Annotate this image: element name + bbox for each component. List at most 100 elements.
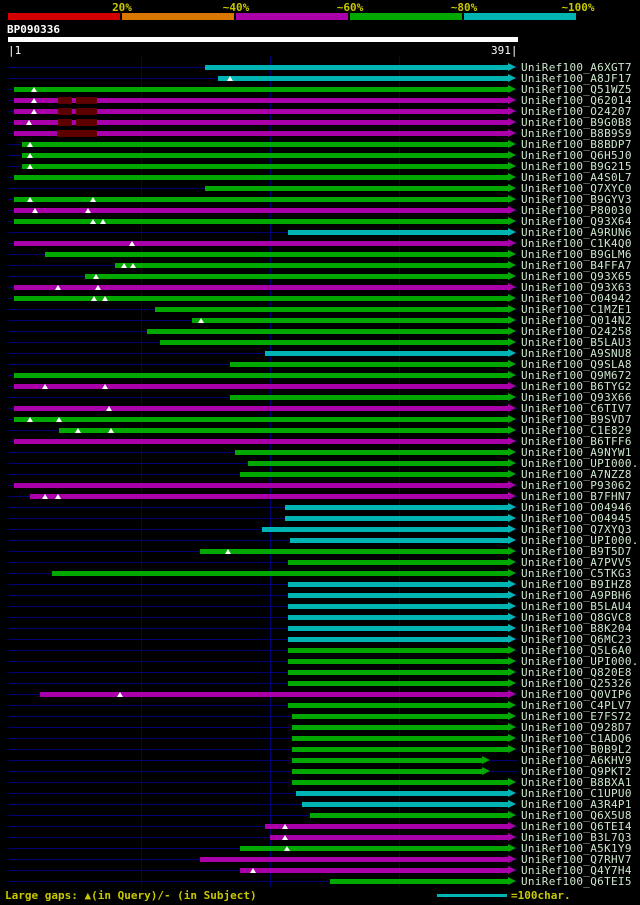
hit-bar[interactable] <box>269 835 509 840</box>
hit-bar[interactable] <box>14 131 509 136</box>
hit-bar[interactable] <box>287 637 509 642</box>
hit-bar[interactable] <box>291 747 509 752</box>
hit-label[interactable]: UniRef100_A9NYW1 <box>521 446 632 459</box>
hit-bar[interactable] <box>287 648 509 653</box>
hit-label[interactable]: UniRef100_Q9PKT2 <box>521 765 632 778</box>
hit-label[interactable]: UniRef100_P93062 <box>521 479 632 492</box>
hit-label[interactable]: UniRef100_B9GLM6 <box>521 248 632 261</box>
hit-label[interactable]: UniRef100_A9RUN6 <box>521 226 632 239</box>
hit-label[interactable]: UniRef100_O24207 <box>521 105 632 118</box>
hit-label[interactable]: UniRef100_Q93X65 <box>521 270 632 283</box>
hit-label[interactable]: UniRef100_Q6X5U8 <box>521 809 632 822</box>
hit-label[interactable]: UniRef100_Q4Y7H4 <box>521 864 632 877</box>
hit-label[interactable]: UniRef100_O04946 <box>521 501 632 514</box>
hit-label[interactable]: UniRef100_A7PVV5 <box>521 556 632 569</box>
hit-bar[interactable] <box>14 417 509 422</box>
hit-label[interactable]: UniRef100_B8BDP7 <box>521 138 632 151</box>
hit-bar[interactable] <box>14 373 509 378</box>
hit-label[interactable]: UniRef100_E7FS72 <box>521 710 632 723</box>
hit-bar[interactable] <box>14 483 509 488</box>
hit-bar[interactable] <box>330 879 509 884</box>
hit-bar[interactable] <box>287 626 509 631</box>
hit-bar[interactable] <box>14 439 509 444</box>
hit-label[interactable]: UniRef100_C4PLV7 <box>521 699 632 712</box>
hit-label[interactable]: UniRef100_Q25326 <box>521 677 632 690</box>
hit-bar[interactable] <box>287 659 509 664</box>
hit-bar[interactable] <box>14 285 509 290</box>
hit-label[interactable]: UniRef100_O04945 <box>521 512 632 525</box>
hit-label[interactable]: UniRef100_A8JF17 <box>521 72 632 85</box>
hit-bar[interactable] <box>14 109 509 114</box>
hit-bar[interactable] <box>264 351 509 356</box>
hit-label[interactable]: UniRef100_Q93X66 <box>521 391 632 404</box>
hit-bar[interactable] <box>285 516 509 521</box>
hit-label[interactable]: UniRef100_A3R4P1 <box>521 798 632 811</box>
hit-label[interactable]: UniRef100_C1E829 <box>521 424 632 437</box>
hit-label[interactable]: UniRef100_B3L7Q3 <box>521 831 632 844</box>
hit-bar[interactable] <box>14 219 509 224</box>
hit-bar[interactable] <box>287 593 509 598</box>
hit-label[interactable]: UniRef100_Q7XYC0 <box>521 182 632 195</box>
hit-bar[interactable] <box>22 142 509 147</box>
hit-label[interactable]: UniRef100_O04942 <box>521 292 632 305</box>
hit-label[interactable]: UniRef100_Q7XYQ3 <box>521 523 632 536</box>
hit-bar[interactable] <box>291 758 483 763</box>
hit-label[interactable]: UniRef100_Q93X64 <box>521 215 632 228</box>
hit-bar[interactable] <box>240 846 509 851</box>
hit-label[interactable]: UniRef100_B5LAU4 <box>521 600 632 613</box>
hit-label[interactable]: UniRef100_Q928D7 <box>521 721 632 734</box>
hit-label[interactable]: UniRef100_B7FHN7 <box>521 490 632 503</box>
hit-bar[interactable] <box>14 98 509 103</box>
hit-bar[interactable] <box>291 769 483 774</box>
hit-label[interactable]: UniRef100_B6TYG2 <box>521 380 632 393</box>
hit-bar[interactable] <box>147 329 509 334</box>
hit-label[interactable]: UniRef100_Q6TEI5 <box>521 875 632 888</box>
hit-label[interactable]: UniRef100_B9G215 <box>521 160 632 173</box>
hit-label[interactable]: UniRef100_B9IHZ8 <box>521 578 632 591</box>
hit-bar[interactable] <box>22 164 509 169</box>
hit-label[interactable]: UniRef100_B6TFF6 <box>521 435 632 448</box>
hit-bar[interactable] <box>14 241 509 246</box>
hit-bar[interactable] <box>287 703 509 708</box>
hit-label[interactable]: UniRef100_B8B9S9 <box>521 127 632 140</box>
hit-bar[interactable] <box>234 450 509 455</box>
hit-bar[interactable] <box>14 406 509 411</box>
hit-label[interactable]: UniRef100_Q0VIP6 <box>521 688 632 701</box>
hit-bar[interactable] <box>218 76 509 81</box>
hit-bar[interactable] <box>287 230 509 235</box>
hit-bar[interactable] <box>14 197 509 202</box>
hit-bar[interactable] <box>192 318 509 323</box>
hit-label[interactable]: UniRef100_B0B9L2 <box>521 743 632 756</box>
hit-bar[interactable] <box>240 472 509 477</box>
hit-bar[interactable] <box>291 725 509 730</box>
hit-bar[interactable] <box>22 153 509 158</box>
hit-bar[interactable] <box>51 571 509 576</box>
hit-bar[interactable] <box>295 791 509 796</box>
hit-label[interactable]: UniRef100_B5LAU3 <box>521 336 632 349</box>
hit-label[interactable]: UniRef100_Q9M672 <box>521 369 632 382</box>
hit-label[interactable]: UniRef100_Q7RHV7 <box>521 853 632 866</box>
hit-bar[interactable] <box>247 461 509 466</box>
hit-bar[interactable] <box>14 87 509 92</box>
hit-label[interactable]: UniRef100_A6XGT7 <box>521 61 632 74</box>
hit-label[interactable]: UniRef100_Q820E8 <box>521 666 632 679</box>
hit-bar[interactable] <box>114 263 509 268</box>
hit-bar[interactable] <box>40 692 509 697</box>
hit-label[interactable]: UniRef100_B8BXA1 <box>521 776 632 789</box>
hit-bar[interactable] <box>85 274 509 279</box>
hit-label[interactable]: UniRef100_Q6TEI4 <box>521 820 632 833</box>
hit-label[interactable]: UniRef100_Q014N2 <box>521 314 632 327</box>
hit-bar[interactable] <box>262 527 509 532</box>
hit-bar[interactable] <box>229 395 509 400</box>
hit-bar[interactable] <box>154 307 509 312</box>
hit-label[interactable]: UniRef100_P80030 <box>521 204 632 217</box>
hit-bar[interactable] <box>290 538 509 543</box>
hit-label[interactable]: UniRef100_C1ADQ6 <box>521 732 632 745</box>
hit-bar[interactable] <box>14 384 509 389</box>
hit-bar[interactable] <box>205 186 509 191</box>
hit-label[interactable]: UniRef100_A9PBH6 <box>521 589 632 602</box>
hit-bar[interactable] <box>229 362 509 367</box>
hit-bar[interactable] <box>264 824 509 829</box>
hit-bar[interactable] <box>14 175 509 180</box>
hit-label[interactable]: UniRef100_C6TIV7 <box>521 402 632 415</box>
